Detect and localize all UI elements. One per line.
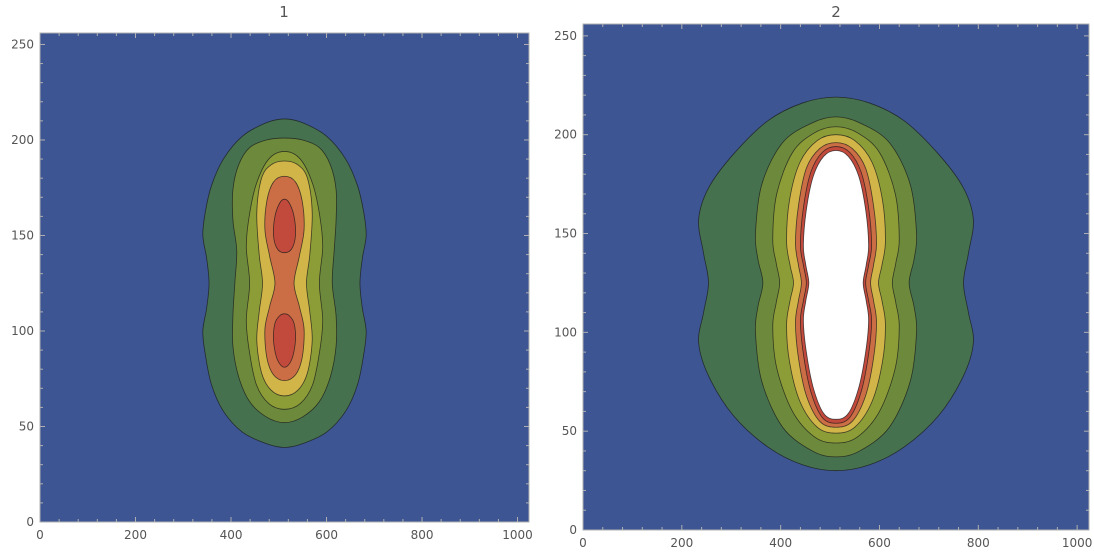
x-tick-label: 400 [220, 528, 243, 542]
x-tick-label: 600 [315, 528, 338, 542]
y-tick-label: 50 [19, 419, 34, 433]
x-tick-label: 800 [411, 528, 434, 542]
plot-frame [39, 32, 530, 523]
y-tick-label: 150 [554, 227, 577, 241]
y-tick-label: 250 [554, 29, 577, 43]
contour-panel-2: 2 0 200 400 600 800 1000 0 50 100 150 200 250 [554, 3, 1092, 550]
contour-region-6 [273, 313, 296, 368]
y-tick-label: 200 [11, 133, 34, 147]
y-tick-label: 150 [11, 228, 34, 242]
x-tick-label: 1000 [1062, 536, 1093, 550]
y-tick-label: 200 [554, 128, 577, 142]
x-tick-label: 0 [36, 528, 44, 542]
panel-title: 1 [279, 3, 289, 21]
contour-region-7 [802, 150, 870, 420]
x-tick-label: 1000 [502, 528, 533, 542]
x-tick-label: 400 [769, 536, 792, 550]
x-tick-label: 0 [579, 536, 587, 550]
y-tick-label: 50 [562, 424, 577, 438]
y-tick-label: 100 [554, 325, 577, 339]
y-tick-label: 100 [11, 324, 34, 338]
panel-title: 2 [831, 3, 841, 21]
x-tick-label: 200 [670, 536, 693, 550]
x-tick-label: 800 [967, 536, 990, 550]
contour-panel-1: 1 0 200 400 600 800 1000 0 50 100 150 200 250 [11, 3, 533, 542]
y-tick-label: 0 [26, 515, 34, 529]
x-tick-label: 200 [124, 528, 147, 542]
x-tick-label: 600 [868, 536, 891, 550]
contour-region-7 [273, 198, 296, 254]
y-tick-label: 0 [569, 523, 577, 537]
y-tick-label: 250 [11, 37, 34, 51]
plot-frame [582, 23, 1090, 531]
